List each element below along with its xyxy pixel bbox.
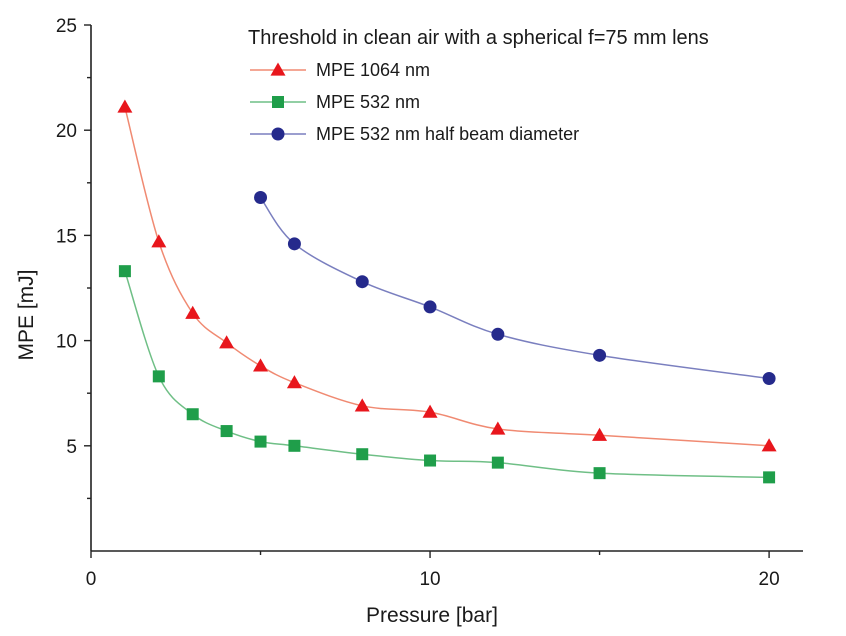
data-point-circle (423, 300, 437, 314)
legend-label: MPE 532 nm (316, 92, 420, 112)
data-point-square (220, 425, 233, 438)
data-point-circle (762, 371, 776, 385)
data-point-circle (355, 275, 369, 289)
legend: Threshold in clean air with a spherical … (248, 27, 709, 144)
data-point-triangle (185, 305, 201, 319)
data-point-square (763, 471, 776, 484)
legend-marker-square (272, 96, 284, 108)
y-tick-label: 5 (66, 437, 77, 458)
data-point-circle (287, 237, 301, 251)
y-tick-label: 10 (56, 332, 77, 353)
series-markers (117, 99, 777, 484)
series-line-square (124, 270, 770, 479)
data-point-triangle (490, 421, 506, 435)
data-point-triangle (422, 404, 438, 418)
y-axis-title: MPE [mJ] (15, 269, 38, 360)
data-point-circle (254, 191, 268, 205)
data-point-square (424, 454, 437, 467)
data-point-square (288, 439, 301, 452)
series-line-circle (259, 197, 770, 380)
data-point-circle (491, 327, 505, 341)
data-point-square (491, 456, 504, 469)
data-point-triangle (151, 234, 167, 248)
legend-label: MPE 532 nm half beam diameter (316, 124, 579, 144)
data-point-square (254, 435, 267, 448)
data-point-square (152, 370, 165, 383)
data-point-square (118, 265, 131, 278)
data-point-triangle (117, 99, 133, 113)
y-tick-label: 15 (56, 226, 77, 247)
data-point-triangle (253, 358, 269, 372)
series-line-triangle (124, 106, 770, 447)
data-point-triangle (286, 375, 302, 389)
data-point-triangle (219, 335, 235, 349)
data-point-triangle (592, 427, 608, 441)
data-point-triangle (761, 438, 777, 452)
x-tick-label: 10 (419, 569, 440, 590)
legend-title: Threshold in clean air with a spherical … (248, 27, 709, 49)
legend-marker-circle (271, 127, 285, 141)
legend-label: MPE 1064 nm (316, 60, 430, 80)
x-axis-title: Pressure [bar] (366, 604, 498, 627)
series-lines (124, 106, 770, 479)
x-tick-label: 0 (86, 569, 97, 590)
axes: 0 10 20 5 10 15 20 25 (56, 16, 803, 590)
data-point-triangle (354, 398, 370, 412)
x-tick-label: 20 (759, 569, 780, 590)
y-tick-label: 25 (56, 16, 77, 37)
data-point-square (593, 467, 606, 480)
legend-marker-triangle (270, 62, 286, 76)
y-tick-label: 20 (56, 121, 77, 142)
data-point-square (186, 408, 199, 421)
data-point-square (356, 448, 369, 461)
data-point-circle (593, 348, 607, 362)
